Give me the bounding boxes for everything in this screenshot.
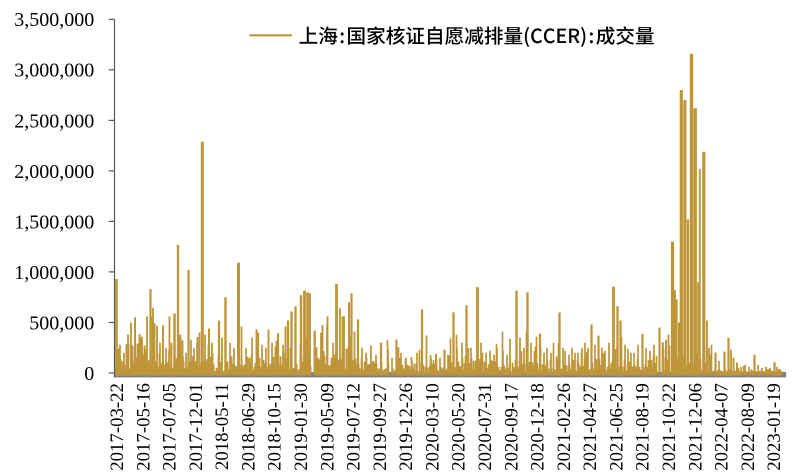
svg-text:2023-01-19: 2023-01-19 [764, 383, 785, 471]
svg-text:3,500,000: 3,500,000 [14, 9, 94, 31]
svg-text:2021-10-22: 2021-10-22 [659, 383, 680, 471]
svg-text:2020-09-17: 2020-09-17 [501, 383, 522, 471]
svg-text:2020-07-31: 2020-07-31 [475, 383, 496, 471]
svg-text:2022-08-09: 2022-08-09 [738, 383, 759, 471]
svg-text:2019-09-27: 2019-09-27 [370, 383, 391, 471]
svg-text:2017-03-22: 2017-03-22 [107, 383, 128, 471]
svg-text:2017-12-01: 2017-12-01 [186, 383, 207, 471]
svg-text:2,500,000: 2,500,000 [14, 110, 94, 132]
svg-text:2018-05-11: 2018-05-11 [212, 383, 233, 470]
svg-text:1,500,000: 1,500,000 [14, 211, 94, 233]
svg-text:2019-01-30: 2019-01-30 [291, 383, 312, 471]
svg-text:500,000: 500,000 [29, 312, 94, 334]
svg-text:2019-12-26: 2019-12-26 [396, 383, 417, 471]
svg-text:2022-04-07: 2022-04-07 [712, 383, 733, 471]
svg-text:3,000,000: 3,000,000 [14, 60, 94, 82]
svg-text:2018-10-15: 2018-10-15 [265, 383, 286, 471]
svg-text:0: 0 [84, 363, 94, 385]
svg-text:2020-05-20: 2020-05-20 [449, 383, 470, 471]
svg-text:2021-02-26: 2021-02-26 [554, 383, 575, 471]
svg-text:2019-07-12: 2019-07-12 [344, 383, 365, 471]
svg-text:1,000,000: 1,000,000 [14, 262, 94, 284]
svg-text:2020-03-10: 2020-03-10 [422, 383, 443, 471]
svg-text:2019-05-09: 2019-05-09 [317, 383, 338, 471]
svg-text:2017-05-16: 2017-05-16 [133, 383, 154, 471]
svg-text:2021-04-27: 2021-04-27 [580, 383, 601, 471]
svg-text:2020-12-18: 2020-12-18 [528, 383, 549, 471]
svg-text:2017-07-05: 2017-07-05 [160, 383, 181, 471]
svg-text:2021-12-06: 2021-12-06 [685, 383, 706, 471]
svg-text:2021-06-25: 2021-06-25 [606, 383, 627, 471]
svg-text:2018-06-29: 2018-06-29 [238, 383, 259, 471]
svg-text:2,000,000: 2,000,000 [14, 161, 94, 183]
svg-text:2021-08-19: 2021-08-19 [633, 383, 654, 471]
